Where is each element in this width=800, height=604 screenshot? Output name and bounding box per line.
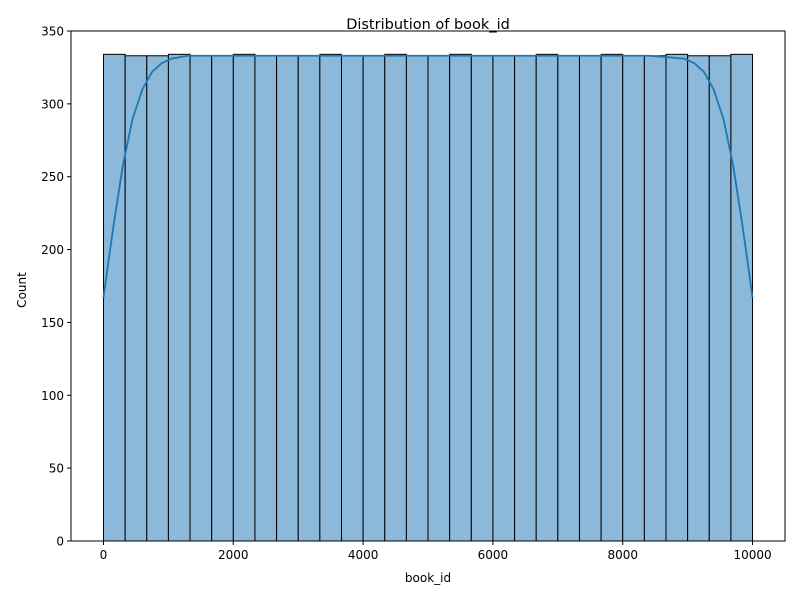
histogram-bar [687, 55, 710, 542]
y-tick-label: 150 [41, 316, 64, 330]
histogram-bar [384, 53, 407, 542]
x-tick-label: 10000 [733, 548, 771, 562]
y-tick-label: 200 [41, 243, 64, 257]
y-tick-label: 250 [41, 170, 64, 184]
x-axis-label: book_id [405, 571, 451, 585]
histogram-bar [103, 53, 126, 542]
y-axis-label: Count [15, 272, 29, 308]
histogram-bar [730, 53, 754, 542]
y-tick-label: 350 [41, 25, 64, 39]
histogram-bar [600, 53, 624, 542]
chart-title: Distribution of book_id [346, 17, 510, 33]
x-tick-label: 8000 [607, 548, 638, 562]
bars-layer [103, 53, 754, 542]
kde-line [102, 54, 754, 298]
histogram-bar [211, 55, 234, 542]
histogram-bar [232, 53, 256, 542]
y-tick-label: 50 [49, 462, 64, 476]
histogram-bar [557, 55, 580, 542]
histogram-bar [665, 53, 689, 542]
x-tick-label: 2000 [218, 548, 249, 562]
histogram-bar [622, 55, 645, 542]
histogram-bar [427, 55, 451, 542]
histogram-bar [470, 55, 494, 542]
histogram-bar [643, 55, 667, 542]
histogram-bar [297, 55, 321, 542]
x-tick-label: 0 [100, 548, 108, 562]
histogram-bar [708, 55, 732, 542]
y-tick-label: 0 [56, 535, 64, 549]
histogram-bar [449, 53, 472, 542]
histogram-bar [578, 55, 602, 542]
histogram-bar [276, 55, 299, 542]
histogram-bar [492, 55, 516, 542]
histogram-bar [514, 55, 537, 542]
axes-layer: 0 2000 4000 6000 8000 10000 0 50 100 150 200 250 300… [41, 25, 786, 562]
histogram-bar [189, 55, 213, 542]
histogram-bar [254, 55, 278, 542]
histogram-bar [319, 53, 342, 542]
x-tick-label: 4000 [348, 548, 379, 562]
histogram-bar [535, 53, 559, 542]
histogram-bar [146, 55, 169, 542]
y-tick-label: 300 [41, 97, 64, 111]
histogram-bar [362, 55, 386, 542]
y-tick-label: 100 [41, 389, 64, 403]
histogram-bar [124, 55, 148, 542]
x-tick-label: 6000 [478, 548, 509, 562]
histogram-bar [405, 55, 429, 542]
histogram-bar [340, 55, 364, 542]
histogram-bar [167, 53, 191, 542]
plot-frame [70, 30, 786, 542]
kde-layer [102, 54, 754, 298]
